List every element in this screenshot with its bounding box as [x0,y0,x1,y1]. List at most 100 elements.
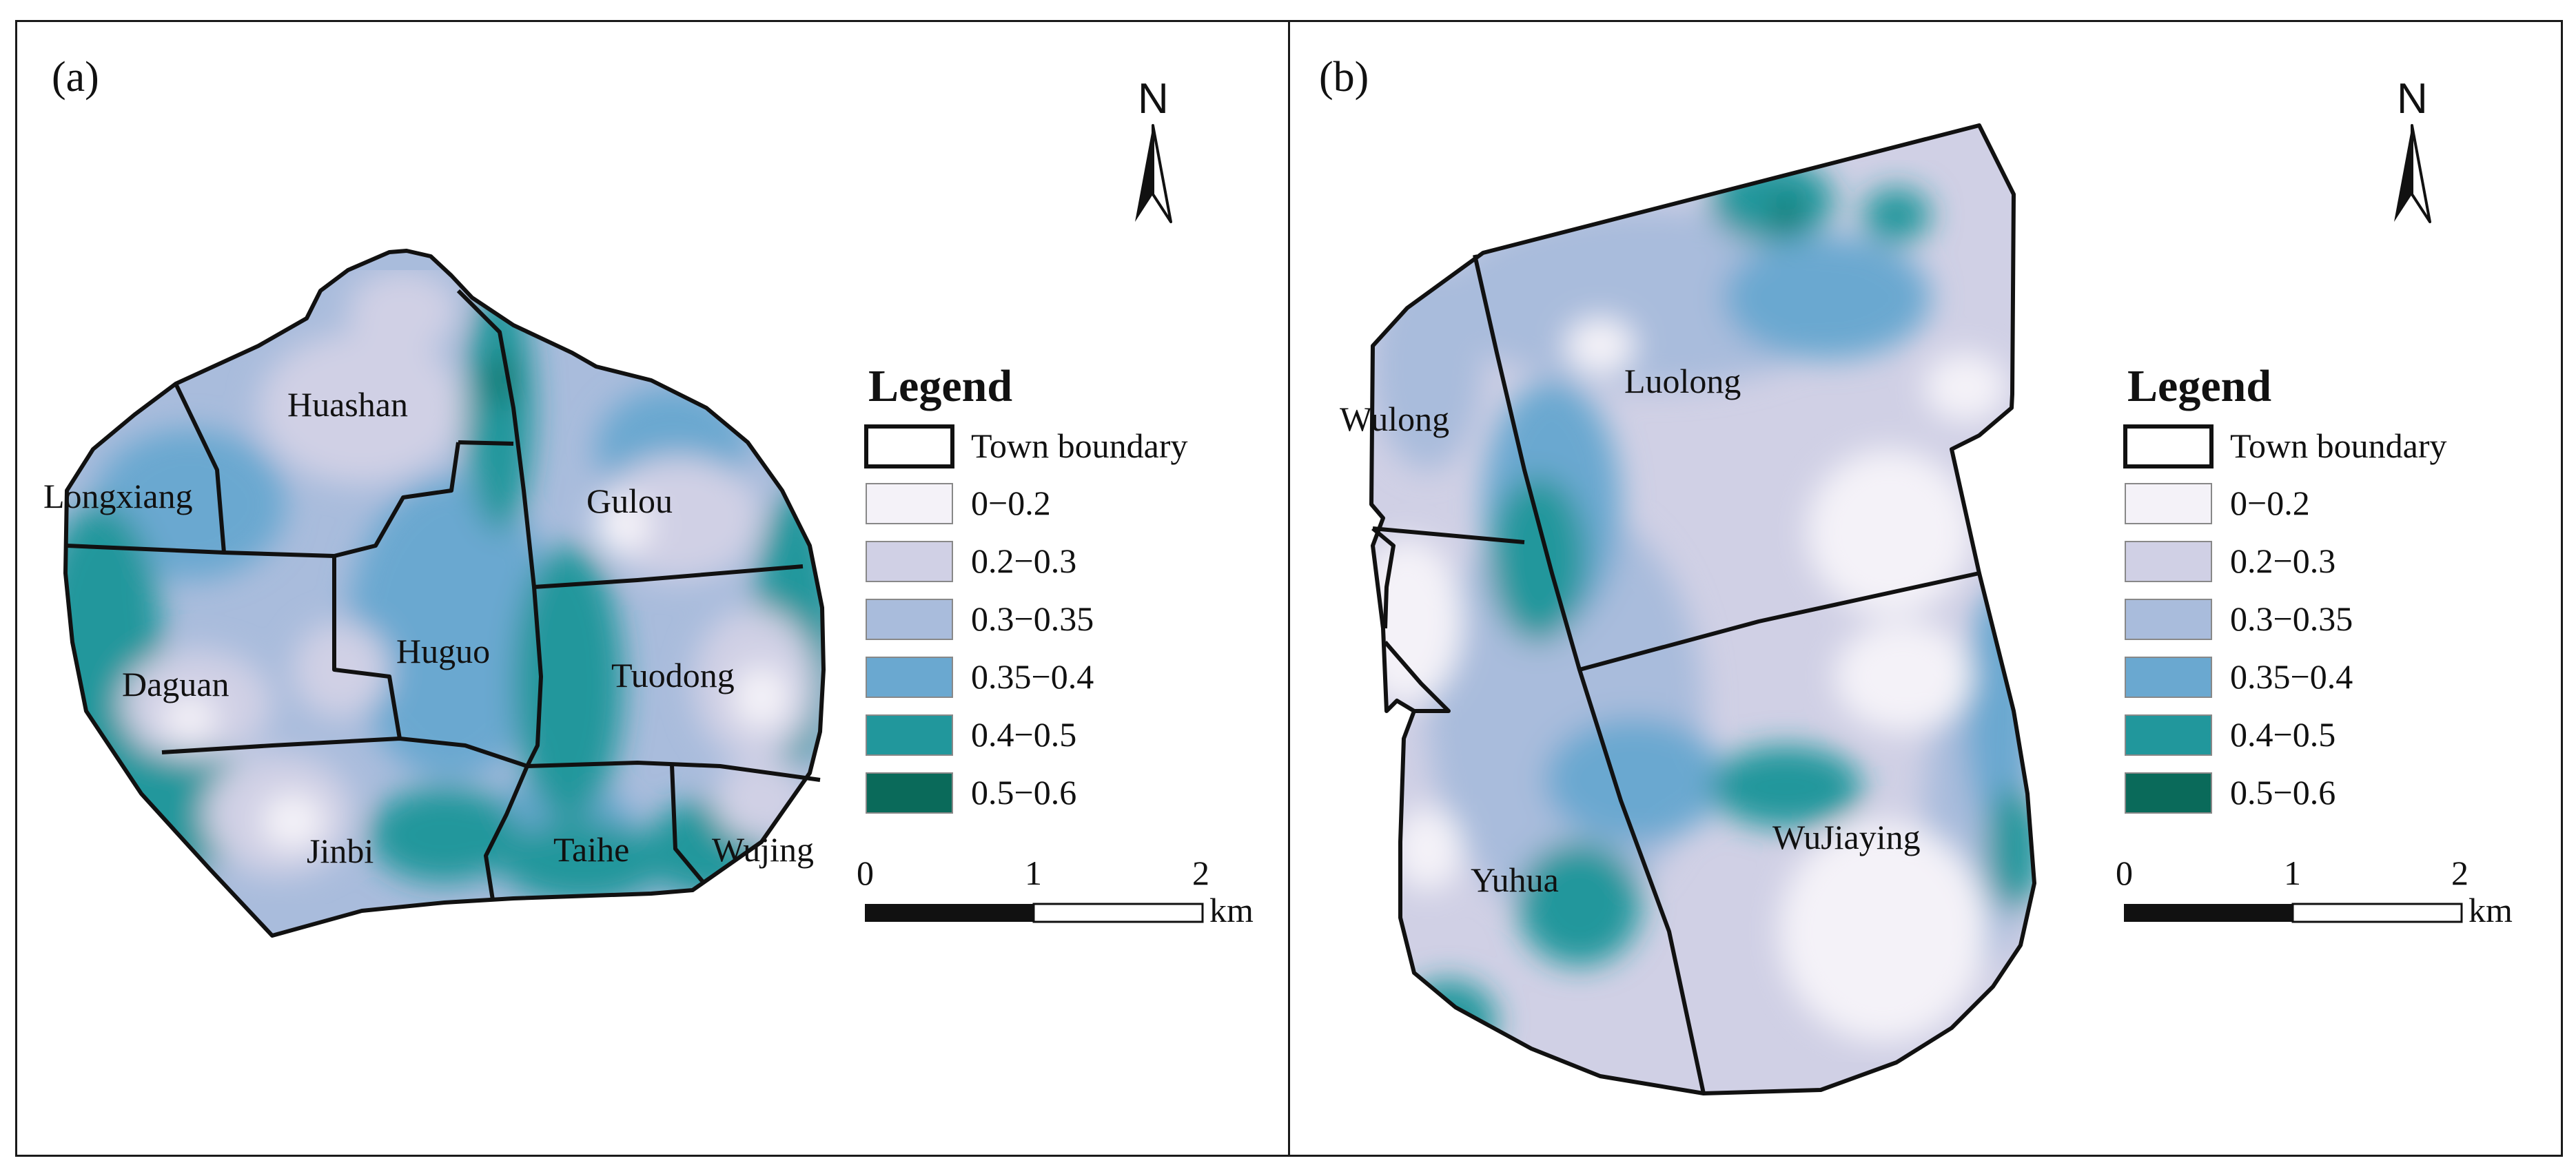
raster-patch [1807,449,1972,615]
outer-boundary [63,249,826,938]
scale-tick-label: 2 [1192,854,1209,892]
north-arrow: N [2394,75,2431,223]
town-label-wulong: Wulong [1340,400,1449,438]
town-label-huguo: Huguo [396,632,490,670]
boundary-line [533,564,804,589]
raster-patch [1774,200,1799,230]
scale-bar: 0 1 2 km [857,854,1254,929]
legend-swatch [2125,483,2212,524]
town-boundaries [1371,254,1980,1094]
raster-patch [258,332,465,484]
raster-patch [162,697,217,739]
legend-swatch [866,599,953,640]
raster-patch [1490,477,1586,642]
legend-swatch [2125,599,2212,640]
raster-patch [1710,160,1834,243]
town-label-gulou: Gulou [586,482,673,520]
legend-boundary-swatch [2123,424,2214,468]
town-label-yuhua: Yuhua [1471,861,1559,899]
north-arrow: N [1135,75,1172,223]
boundary-line [456,289,543,768]
raster-patch [1566,318,1635,373]
scale-tick-label: 0 [2116,854,2133,892]
scale-unit: km [1209,891,1254,929]
scale-segment [865,904,1034,922]
scale-unit: km [2468,891,2513,929]
boundary-line [458,440,514,446]
boundary-line [1371,526,1396,629]
raster-patch [596,456,761,580]
boundary-line [161,737,821,782]
outer-boundary [1369,123,2036,1095]
boundary-line [1372,526,1525,544]
raster-patch [369,787,520,883]
town-label-taihe: Taihe [553,830,629,869]
boundary-line [1579,571,1980,672]
legend-swatch [866,483,953,524]
panel-label: (a) [52,54,99,101]
legend-boundary-label: Town boundary [971,426,1188,465]
raster-patch [513,546,624,821]
raster-patch [1545,718,1724,842]
north-arrow-icon [1135,125,1153,222]
raster-patch [500,821,665,904]
scale-bar: 0 1 2 km [2116,854,2513,929]
north-arrow-letter: N [1138,75,1169,123]
boundary-line [174,382,226,553]
legend-swatch [2125,714,2212,756]
town-label-tuodong: Tuodong [611,656,735,694]
town-label-jinbi: Jinbi [307,832,374,870]
map-canvas-b: Wulong Luolong Yuhua WuJiaying N Legend … [1340,75,2513,1095]
scale-segment [2291,903,2463,923]
legend-swatch [866,541,953,582]
town-label-daguan: Daguan [122,665,229,703]
scale-tick-label: 0 [857,854,874,892]
scale-segment [1032,903,1204,923]
legend-class-label: 0.3−0.35 [2230,599,2353,638]
boundary-line [484,765,529,900]
map-canvas-a: Huashan Longxiang Gulou Huguo Daguan Tuo… [43,75,1254,938]
legend-class-label: 0.4−0.5 [2230,715,2335,754]
density-raster-b [1371,125,2034,1093]
legend-swatch [866,714,953,756]
legend-class-label: 0−0.2 [2230,484,2310,522]
map-panel-a: (a) [15,20,1290,1157]
raster-patch [1779,821,1986,1042]
legend-swatch [866,657,953,698]
legend-swatch [2125,541,2212,582]
raster-patch [596,497,651,553]
legend-class-label: 0−0.2 [971,484,1051,522]
legend-boundary-label: Town boundary [2230,426,2447,465]
legend-class-label: 0.35−0.4 [2230,657,2353,696]
legend-class-label: 0.5−0.6 [2230,773,2335,812]
raster-patch [1862,187,1931,243]
town-label-huashan: Huashan [287,385,408,424]
raster-patch [1442,208,1855,387]
legend: Legend Town boundary 0−0.2 0.2−0.3 0.3−0… [2123,361,2447,814]
legend-class-label: 0.3−0.35 [971,599,1094,638]
legend-class-label: 0.5−0.6 [971,773,1076,812]
legend-boundary-swatch [864,424,954,468]
scale-segment [2124,904,2293,922]
town-label-wujiaying: WuJiaying [1772,818,1921,856]
north-arrow-letter: N [2397,75,2428,123]
scale-tick-label: 1 [2284,854,2301,892]
boundary-line [670,764,705,883]
boundary-line [1383,641,1451,713]
legend-swatch [2125,772,2212,814]
boundary-line [332,442,460,739]
raster-patch [1371,539,1462,704]
legend-class-label: 0.35−0.4 [971,657,1094,696]
raster-patch [734,666,789,728]
legend-class-label: 0.2−0.3 [971,542,1076,580]
raster-patch [348,477,555,780]
raster-patch [262,794,324,849]
boundary-line [66,544,335,558]
raster-patch [1393,807,1462,890]
north-arrow-icon [2411,124,2431,223]
legend: Legend Town boundary 0−0.2 0.2−0.3 0.3−0… [864,361,1188,814]
north-arrow-icon [1152,124,1172,223]
town-boundaries [66,289,821,900]
town-label-luolong: Luolong [1624,362,1741,400]
raster-patch [1710,745,1862,828]
